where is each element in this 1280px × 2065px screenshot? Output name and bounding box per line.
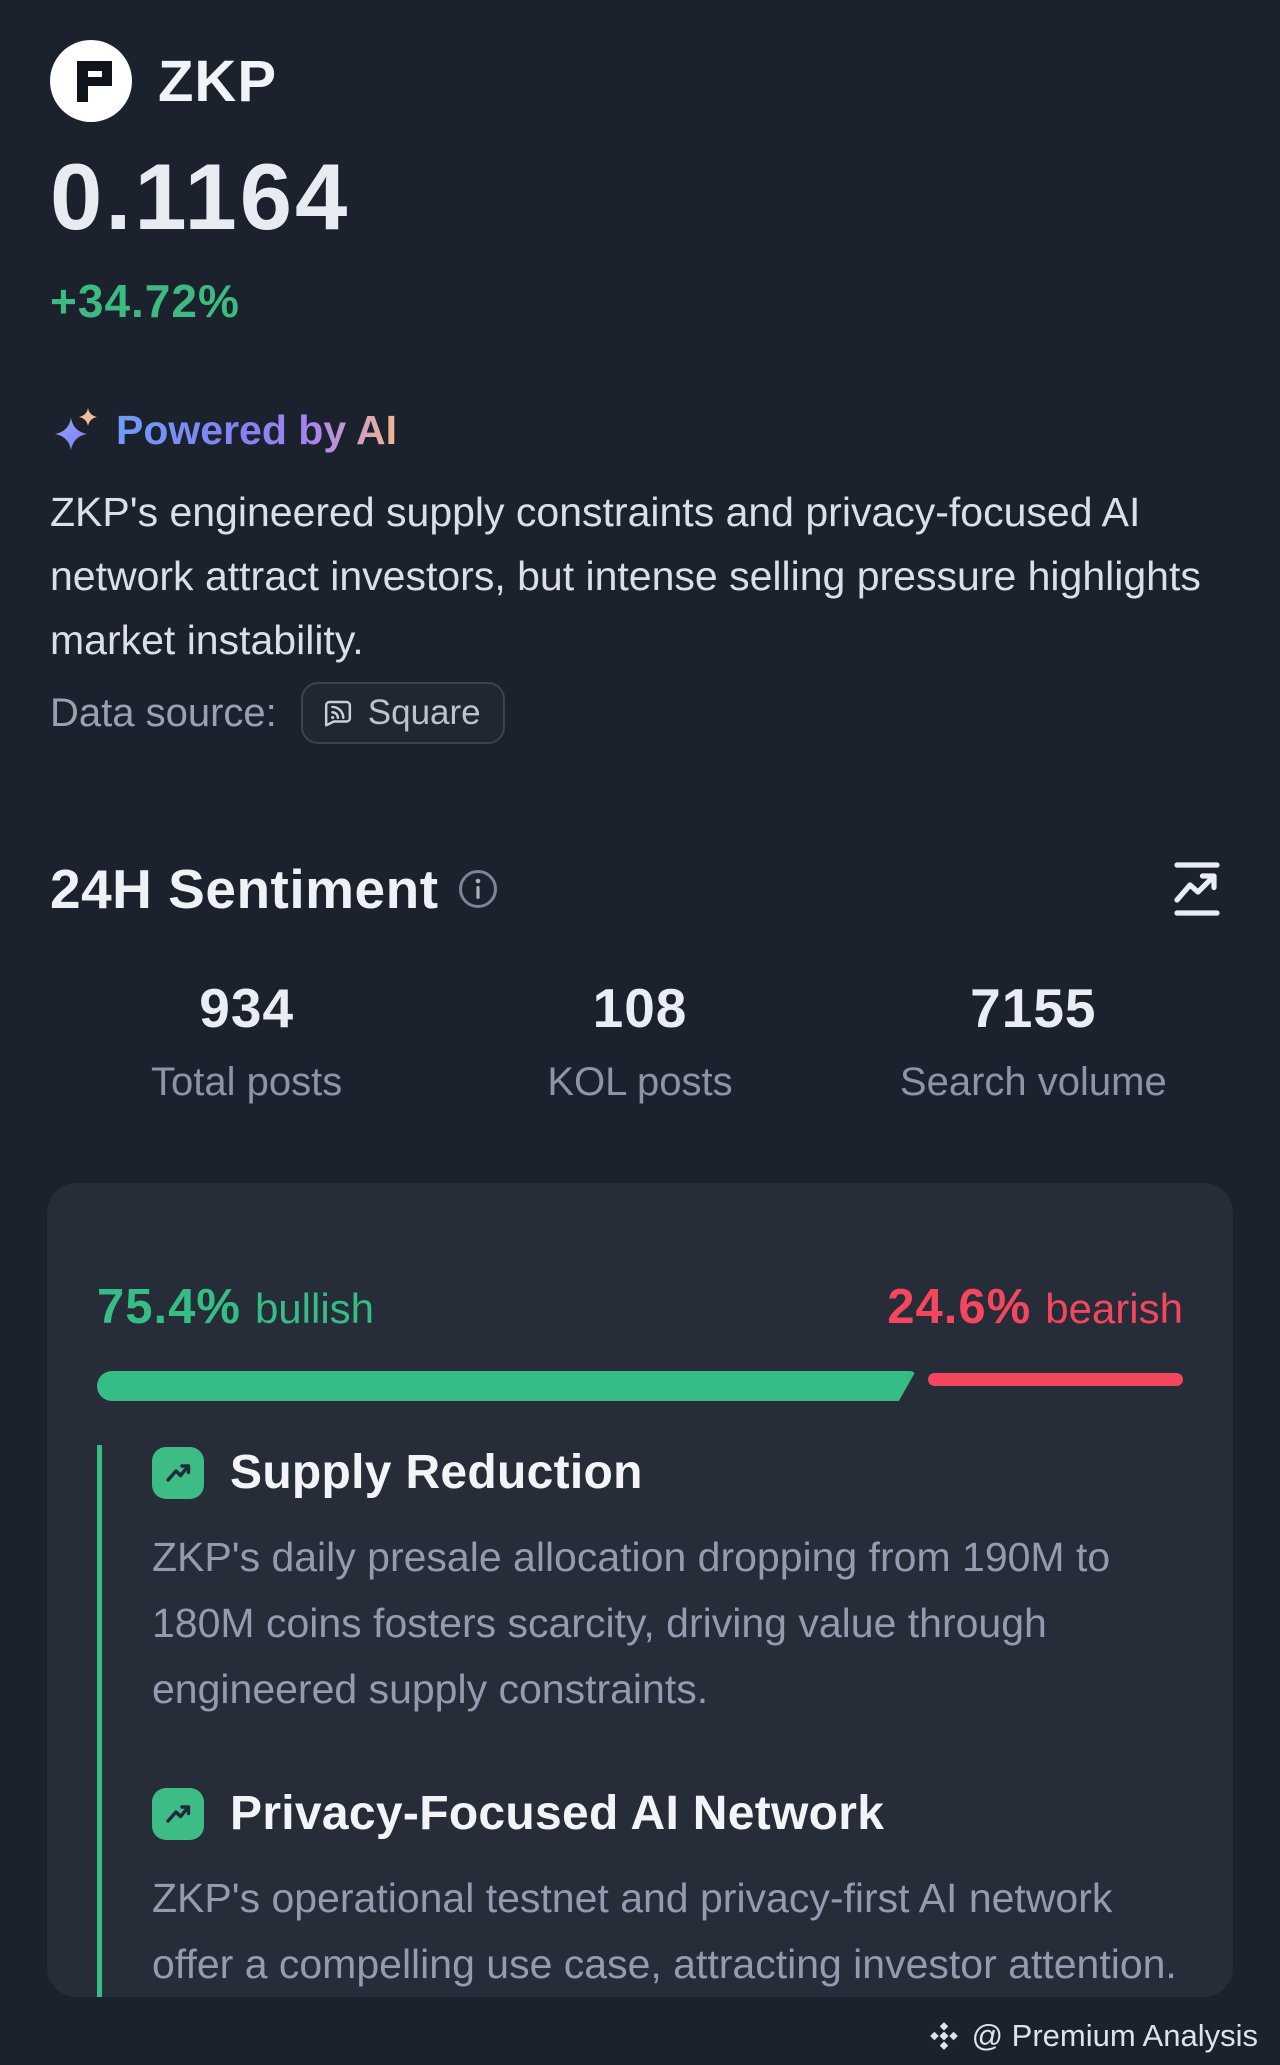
coin-price: 0.1164 <box>50 144 351 249</box>
stat-value: 108 <box>592 977 688 1039</box>
insights-list: Supply Reduction ZKP's daily presale all… <box>97 1445 1183 1997</box>
data-source-row: Data source: Square <box>50 682 1230 744</box>
sentiment-section-header: 24H Sentiment <box>50 856 1230 922</box>
sentiment-title: 24H Sentiment <box>50 858 439 920</box>
coin-symbol: ZKP <box>158 48 277 114</box>
insight-body: ZKP's operational testnet and privacy-fi… <box>152 1875 1177 1987</box>
bullish-percent: 75.4% <box>97 1280 241 1334</box>
zkp-coin-logo-icon <box>50 40 132 122</box>
sentiment-info-icon[interactable] <box>457 868 499 910</box>
ai-sparkle-icon <box>55 408 97 450</box>
stat-label: Search volume <box>899 1060 1167 1104</box>
stat-search-volume: 7155 Search volume <box>837 976 1230 1105</box>
bullish-group: 75.4% bullish <box>97 1279 374 1335</box>
insight-privacy-ai-network: Privacy-Focused AI Network ZKP's operati… <box>152 1786 1183 1997</box>
bearish-label: bearish <box>1045 1285 1183 1332</box>
insight-title: Supply Reduction <box>230 1446 643 1499</box>
coin-change-percent: +34.72% <box>50 275 240 327</box>
stat-label: Total posts <box>151 1060 343 1104</box>
coin-header: ZKP <box>50 0 1230 122</box>
stat-kol-posts: 108 KOL posts <box>443 976 836 1105</box>
bearish-group: 24.6% bearish <box>887 1279 1183 1335</box>
premium-analysis-watermark: @ Premium Analysis <box>928 2018 1258 2054</box>
square-source-button[interactable]: Square <box>300 682 505 744</box>
insight-title: Privacy-Focused AI Network <box>230 1787 885 1840</box>
powered-by-ai-label: Powered by AI <box>116 406 397 453</box>
stat-total-posts: 934 Total posts <box>50 976 443 1105</box>
bullish-bearish-row: 75.4% bullish 24.6% bearish <box>97 1279 1183 1335</box>
insight-body: ZKP's daily presale allocation dropping … <box>152 1534 1111 1712</box>
stat-value: 934 <box>199 977 295 1039</box>
square-bubble-icon <box>324 700 351 727</box>
watermark-text: @ Premium Analysis <box>971 2018 1258 2053</box>
trend-up-icon <box>152 1446 204 1499</box>
stat-label: KOL posts <box>547 1060 733 1104</box>
sentiment-card: 75.4% bullish 24.6% bearish Supply Reduc… <box>47 1183 1233 1997</box>
bullish-label: bullish <box>254 1285 375 1332</box>
trend-chart-icon[interactable] <box>1164 856 1230 922</box>
main-page: ZKP 0.1164 +34.72% Powered by AI ZKP's e… <box>50 0 1230 1105</box>
sentiment-stats: 934 Total posts 108 KOL posts 7155 Searc… <box>50 976 1230 1105</box>
square-button-label: Square <box>367 693 481 732</box>
powered-by-ai-badge: Powered by AI <box>50 404 1230 456</box>
bearish-bar <box>927 1373 1183 1386</box>
stat-value: 7155 <box>970 977 1097 1039</box>
bottom-strip <box>0 2042 1280 2065</box>
insight-supply-reduction: Supply Reduction ZKP's daily presale all… <box>152 1445 1183 1722</box>
bullish-bar <box>97 1371 916 1401</box>
sentiment-progress-bar <box>97 1371 1183 1401</box>
bearish-percent: 24.6% <box>887 1280 1032 1334</box>
ai-summary-text: ZKP's engineered supply constraints and … <box>50 489 1201 663</box>
binance-diamond-icon <box>929 2022 958 2050</box>
trend-up-icon <box>152 1787 204 1840</box>
data-source-label: Data source: <box>50 690 277 735</box>
